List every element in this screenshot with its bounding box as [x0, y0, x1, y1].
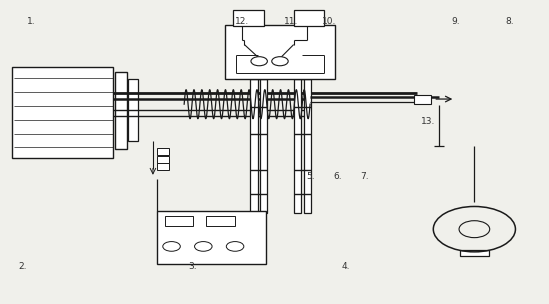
FancyBboxPatch shape [206, 216, 234, 226]
Text: 12.: 12. [234, 17, 249, 26]
FancyBboxPatch shape [115, 72, 127, 149]
FancyBboxPatch shape [157, 156, 169, 163]
Text: 8.: 8. [506, 17, 514, 26]
Text: 9.: 9. [451, 17, 460, 26]
FancyBboxPatch shape [12, 67, 113, 158]
FancyBboxPatch shape [260, 43, 267, 212]
Text: 1.: 1. [26, 17, 35, 26]
FancyBboxPatch shape [157, 211, 266, 264]
Text: 4.: 4. [341, 262, 350, 271]
Text: 5.: 5. [306, 172, 315, 181]
FancyBboxPatch shape [460, 250, 489, 256]
Text: 7.: 7. [361, 172, 369, 181]
Text: 6.: 6. [333, 172, 342, 181]
Text: 13.: 13. [421, 117, 435, 126]
FancyBboxPatch shape [157, 164, 169, 170]
FancyBboxPatch shape [414, 95, 430, 104]
Text: 10.: 10. [322, 17, 337, 26]
FancyBboxPatch shape [233, 10, 264, 26]
FancyBboxPatch shape [304, 43, 311, 212]
FancyBboxPatch shape [294, 43, 301, 212]
FancyBboxPatch shape [225, 25, 335, 79]
Text: 2.: 2. [18, 262, 27, 271]
FancyBboxPatch shape [128, 79, 138, 141]
FancyBboxPatch shape [250, 43, 257, 212]
FancyBboxPatch shape [294, 10, 324, 26]
FancyBboxPatch shape [157, 148, 169, 155]
FancyBboxPatch shape [165, 216, 193, 226]
Text: 11.: 11. [284, 17, 298, 26]
Text: 3.: 3. [188, 262, 197, 271]
